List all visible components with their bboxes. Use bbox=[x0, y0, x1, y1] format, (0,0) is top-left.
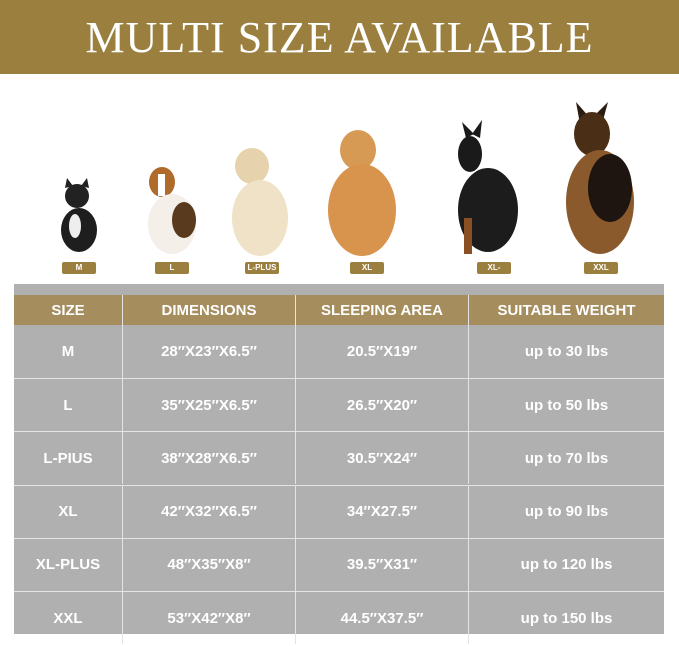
header-suitable-weight: SUITABLE WEIGHT bbox=[497, 301, 636, 319]
table-row: L 35″X25″X6.5″ 26.5″X20″ up to 50 lbs bbox=[14, 378, 664, 432]
cell-size: XL bbox=[14, 485, 123, 538]
cell-sleeping-area: 20.5″X19″ bbox=[296, 325, 469, 378]
table-row: XL 42″X32″X6.5″ 34″X27.5″ up to 90 lbs bbox=[14, 484, 664, 538]
size-tag-xl: XL bbox=[350, 262, 384, 274]
cell-dimensions: 28″X23″X6.5″ bbox=[123, 325, 296, 378]
cell-dimensions: 38″X28″X6.5″ bbox=[123, 432, 296, 485]
cell-weight: up to 120 lbs bbox=[520, 556, 613, 574]
cell-weight: up to 50 lbs bbox=[524, 396, 609, 414]
table-row: XL-PLUS 48″X35″X8″ 39.5″X31″ up to 120 lbs bbox=[14, 537, 664, 591]
cell-weight: up to 90 lbs bbox=[524, 503, 609, 521]
cell-dimensions: 53″X42″X8″ bbox=[123, 592, 296, 644]
size-tag-l: L bbox=[155, 262, 189, 274]
cell-sleeping-area: 30.5″X24″ bbox=[296, 432, 469, 485]
table-row: M 28″X23″X6.5″ 20.5″X19″ up to 30 lbs bbox=[14, 325, 664, 378]
cell-size: L-PIUS bbox=[14, 432, 123, 485]
cell-size: XXL bbox=[14, 592, 123, 644]
golden-retriever-image bbox=[328, 130, 396, 256]
header-sleeping-area: SLEEPING AREA bbox=[296, 295, 469, 325]
beagle-image bbox=[148, 167, 196, 254]
cell-weight: up to 30 lbs bbox=[524, 343, 609, 360]
cell-size: M bbox=[14, 325, 123, 378]
size-tag-xl-plus: XL-PLUS bbox=[477, 262, 511, 284]
table-header: SIZE DIMENSIONS SLEEPING AREA SUITABLE W… bbox=[14, 295, 664, 325]
cell-dimensions: 35″X25″X6.5″ bbox=[123, 379, 296, 432]
cell-weight: up to 150 lbs bbox=[520, 609, 613, 627]
cell-sleeping-area: 44.5″X37.5″ bbox=[296, 592, 469, 644]
cell-size: L bbox=[14, 379, 123, 432]
cell-dimensions: 48″X35″X8″ bbox=[123, 538, 296, 591]
german-shepherd-image bbox=[566, 102, 634, 254]
cell-sleeping-area: 39.5″X31″ bbox=[296, 538, 469, 591]
cell-weight: up to 70 lbs bbox=[524, 449, 609, 467]
size-table: SIZE DIMENSIONS SLEEPING AREA SUITABLE W… bbox=[14, 284, 664, 644]
cell-sleeping-area: 26.5″X20″ bbox=[296, 379, 469, 432]
banner-title: MULTI SIZE AVAILABLE bbox=[0, 0, 679, 74]
size-tag-m: M bbox=[62, 262, 96, 274]
cell-size: XL-PLUS bbox=[14, 538, 123, 591]
cell-dimensions: 42″X32″X6.5″ bbox=[123, 485, 296, 538]
french-bulldog-image bbox=[61, 178, 97, 252]
size-tag-l-plus: L-PLUS bbox=[245, 262, 279, 274]
cell-sleeping-area: 34″X27.5″ bbox=[296, 485, 469, 538]
header-size: SIZE bbox=[14, 295, 123, 325]
size-tag-xxl: XXL bbox=[584, 262, 618, 274]
header-dimensions: DIMENSIONS bbox=[123, 295, 296, 325]
table-row: XXL 53″X42″X8″ 44.5″X37.5″ up to 150 lbs bbox=[14, 591, 664, 644]
doberman-image bbox=[458, 120, 518, 254]
table-row: L-PIUS 38″X28″X6.5″ 30.5″X24″ up to 70 lbs bbox=[14, 431, 664, 485]
golden-puppy-image bbox=[232, 148, 288, 256]
